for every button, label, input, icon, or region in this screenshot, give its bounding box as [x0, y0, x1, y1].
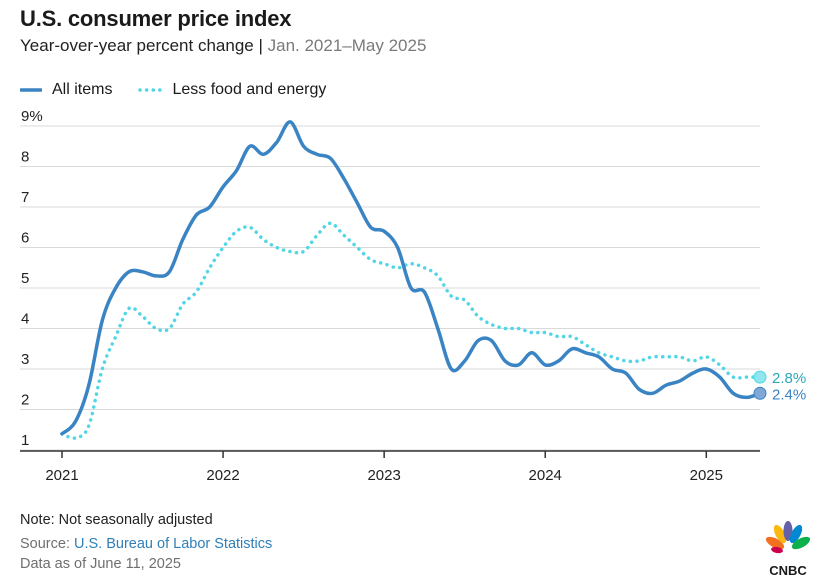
subtitle-date-range: Jan. 2021–May 2025 — [267, 36, 427, 55]
end-point-less-food-and-energy — [753, 370, 767, 384]
chart-title: U.S. consumer price index — [20, 6, 292, 31]
y-tick-label: 2 — [21, 392, 29, 409]
end-point-all-items — [753, 386, 767, 400]
legend-label-less-food-energy: Less food and energy — [172, 81, 327, 98]
source-link[interactable]: U.S. Bureau of Labor Statistics — [74, 536, 273, 552]
chart-subtitle: Year-over-year percent change | Jan. 202… — [20, 36, 426, 56]
series-line-all-items — [60, 120, 762, 436]
x-tick-label: 2023 — [367, 467, 400, 484]
chart-legend: All items Less food and energy — [20, 81, 352, 99]
y-tick-label: 5 — [21, 270, 29, 287]
source-prefix: Source: — [20, 536, 74, 552]
x-tick-label: 2025 — [690, 467, 723, 484]
y-tick-label: 3 — [21, 351, 29, 368]
y-tick-label: 7 — [21, 189, 29, 206]
data-as-of: Data as of June 11, 2025 — [20, 556, 181, 572]
cpi-line-chart: 9% 8 7 6 5 4 3 2 1 2021 2022 2023 2024 2025 2.8%2.4% — [20, 108, 806, 484]
subtitle-text: Year-over-year percent change — [20, 36, 254, 55]
legend-item-all-items: All items — [20, 81, 112, 99]
footnote: Note: Not seasonally adjusted — [20, 512, 213, 528]
x-tick-label: 2024 — [529, 467, 562, 484]
end-label-all-items: 2.4% — [772, 386, 806, 403]
nbc-peacock-icon: CNBC — [765, 521, 811, 578]
end-label-less-food-and-energy: 2.8% — [772, 370, 806, 387]
legend-item-less-food-energy: Less food and energy — [138, 81, 326, 99]
x-tick-label: 2022 — [206, 467, 239, 484]
x-tick-label: 2021 — [45, 467, 78, 484]
cnbc-logo: CNBC — [764, 520, 812, 578]
y-tick-label: 4 — [21, 311, 29, 328]
series-line-less-food-and-energy — [60, 221, 762, 440]
y-tick-label: 1 — [21, 432, 29, 449]
y-tick-label: 8 — [21, 149, 29, 166]
legend-label-all-items: All items — [52, 81, 113, 98]
y-tick-label: 6 — [21, 230, 29, 247]
source-line: Source: U.S. Bureau of Labor Statistics — [20, 536, 272, 552]
legend-solid-line-swatch — [20, 88, 42, 92]
subtitle-separator: | — [253, 36, 268, 55]
y-tick-label: 9% — [21, 108, 43, 125]
cnbc-logo-text: CNBC — [769, 563, 807, 578]
